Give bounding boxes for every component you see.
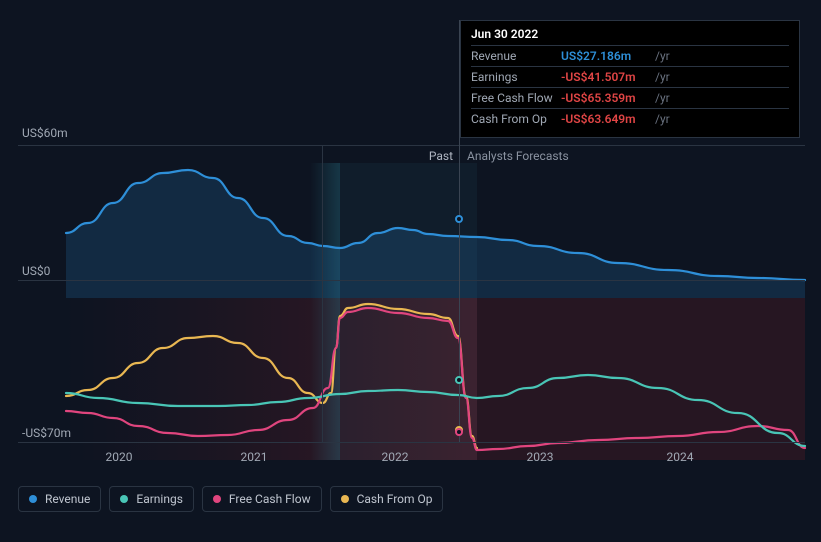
- legend-dot-icon: [120, 495, 128, 503]
- tooltip-unit: /yr: [655, 91, 670, 105]
- gridline: [18, 280, 805, 281]
- x-axis-tick: 2024: [667, 450, 694, 464]
- legend-item[interactable]: Cash From Op: [330, 486, 444, 512]
- tooltip-metric-label: Free Cash Flow: [471, 91, 561, 105]
- tooltip-row: Cash From Op-US$63.649m/yr: [471, 108, 789, 129]
- tooltip-metric-value: -US$41.507m: [561, 70, 651, 84]
- tooltip-unit: /yr: [655, 70, 670, 84]
- series-marker: [455, 428, 463, 436]
- series-marker: [455, 215, 463, 223]
- series-marker: [455, 376, 463, 384]
- legend-label: Revenue: [45, 492, 90, 506]
- tooltip-unit: /yr: [655, 112, 670, 126]
- legend-item[interactable]: Free Cash Flow: [202, 486, 322, 512]
- y-axis-label: -US$70m: [22, 426, 71, 440]
- forecast-section-label: Analysts Forecasts: [467, 149, 569, 163]
- gridline: [18, 442, 805, 443]
- y-axis-label: US$60m: [22, 126, 68, 140]
- x-axis-tick: 2021: [241, 450, 268, 464]
- past-forecast-divider: [322, 145, 323, 442]
- past-section-label: Past: [328, 149, 453, 163]
- legend-dot-icon: [341, 495, 349, 503]
- data-tooltip: Jun 30 2022 RevenueUS$27.186m/yrEarnings…: [460, 20, 800, 138]
- tooltip-row: RevenueUS$27.186m/yr: [471, 45, 789, 66]
- tooltip-row: Free Cash Flow-US$65.359m/yr: [471, 87, 789, 108]
- tooltip-metric-value: US$27.186m: [561, 49, 651, 63]
- tooltip-unit: /yr: [655, 49, 670, 63]
- y-axis-label: US$0: [22, 264, 50, 278]
- tooltip-row: Earnings-US$41.507m/yr: [471, 66, 789, 87]
- legend-item[interactable]: Earnings: [109, 486, 194, 512]
- legend-dot-icon: [213, 495, 221, 503]
- tooltip-metric-label: Revenue: [471, 49, 561, 63]
- gridline: [18, 145, 805, 146]
- chart-legend: Revenue Earnings Free Cash Flow Cash From O…: [18, 486, 443, 512]
- x-axis-tick: 2020: [106, 450, 133, 464]
- tooltip-date: Jun 30 2022: [471, 27, 789, 41]
- x-axis-tick: 2023: [527, 450, 554, 464]
- legend-label: Free Cash Flow: [229, 492, 311, 506]
- legend-label: Cash From Op: [357, 492, 433, 506]
- tooltip-metric-value: -US$63.649m: [561, 112, 651, 126]
- tooltip-metric-value: -US$65.359m: [561, 91, 651, 105]
- tooltip-metric-label: Earnings: [471, 70, 561, 84]
- tooltip-metric-label: Cash From Op: [471, 112, 561, 126]
- legend-dot-icon: [29, 495, 37, 503]
- legend-item[interactable]: Revenue: [18, 486, 101, 512]
- x-axis-tick: 2022: [382, 450, 409, 464]
- legend-label: Earnings: [136, 492, 183, 506]
